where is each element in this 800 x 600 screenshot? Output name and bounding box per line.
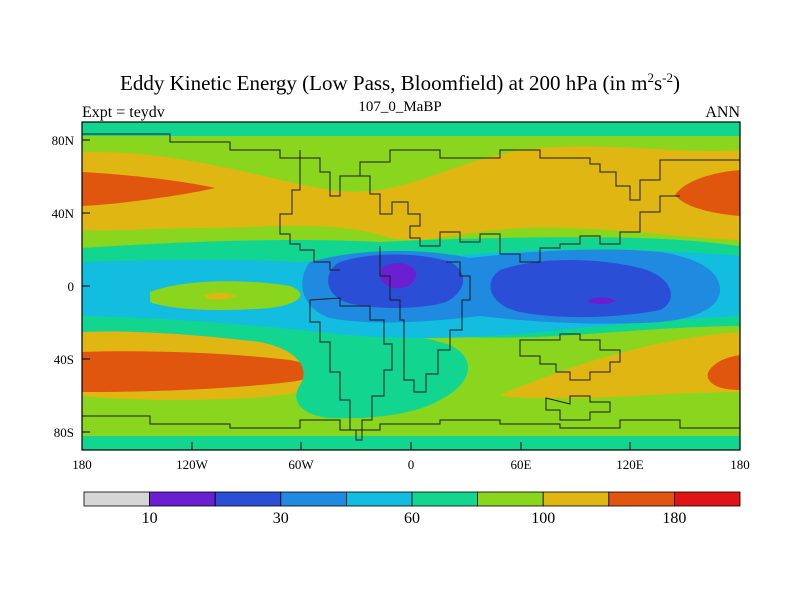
y-tick-label: 0 xyxy=(68,279,75,294)
colorbar-box xyxy=(477,491,544,507)
colorbar-label: 100 xyxy=(531,510,555,527)
outline-maritime xyxy=(519,333,621,381)
x-tick-label: 60E xyxy=(511,457,532,472)
colorbar-label: 60 xyxy=(404,510,420,527)
field-sh-yellow-east xyxy=(500,332,740,398)
colorbar-box xyxy=(345,491,413,507)
x-tick-label: 180 xyxy=(730,457,750,472)
plot-title: Eddy Kinetic Energy (Low Pass, Bloomfiel… xyxy=(120,70,680,95)
y-tick-label: 40S xyxy=(54,352,74,367)
continent-outlines xyxy=(82,133,740,441)
outline-australia xyxy=(545,395,611,421)
x-tick-label: 120E xyxy=(616,457,644,472)
contour-field xyxy=(82,122,740,450)
y-tick-label: 80N xyxy=(52,133,75,148)
colorbar-box xyxy=(149,491,216,507)
field-sh-jet-west xyxy=(82,351,317,392)
experiment-label: Expt = teydv xyxy=(82,104,165,121)
field-purple-africa xyxy=(379,263,417,289)
y-axis: 80N 40N 0 40S 80S xyxy=(52,133,90,440)
field-dark-blue-indopacific xyxy=(490,260,671,318)
colorbar-box xyxy=(411,491,478,507)
x-tick-label: 0 xyxy=(408,457,415,472)
colorbar-box xyxy=(214,491,282,507)
colorbar: 10 30 60 100 180 xyxy=(83,491,741,527)
outline-north-coast xyxy=(82,133,740,201)
y-tick-label: 40N xyxy=(52,206,75,221)
x-axis: 180 120W 60W 0 60E 120E 180 xyxy=(72,442,750,472)
season-label: ANN xyxy=(705,104,740,121)
colorbar-box xyxy=(608,491,675,507)
field-nh-jet-east xyxy=(675,170,740,216)
x-tick-label: 180 xyxy=(72,457,92,472)
x-tick-label: 60W xyxy=(288,457,314,472)
field-sh-teal xyxy=(82,319,469,419)
colorbar-box xyxy=(280,491,347,507)
outline-eurasia xyxy=(360,175,680,263)
outline-antarctica xyxy=(82,415,740,431)
y-tick-label: 80S xyxy=(54,425,74,440)
field-north-polar xyxy=(82,122,740,136)
colorbar-label: 180 xyxy=(662,510,686,527)
field-purple-indopacific xyxy=(588,297,616,305)
colorbar-label: 30 xyxy=(273,510,289,527)
colorbar-label: 10 xyxy=(142,510,158,527)
colorbar-box xyxy=(674,491,741,507)
field-pacific-yellow xyxy=(205,292,236,300)
field-sh-jet-east xyxy=(707,355,740,390)
outline-south-america xyxy=(309,297,393,441)
outline-africa xyxy=(379,246,471,393)
x-tick-label: 120W xyxy=(176,457,209,472)
colorbar-box xyxy=(542,491,610,507)
outline-north-america xyxy=(279,150,340,271)
run-label: 107_0_MaBP xyxy=(358,99,442,115)
field-nh-jet-west xyxy=(82,172,215,206)
colorbar-box xyxy=(83,491,150,507)
field-nh-yellow xyxy=(82,146,740,240)
